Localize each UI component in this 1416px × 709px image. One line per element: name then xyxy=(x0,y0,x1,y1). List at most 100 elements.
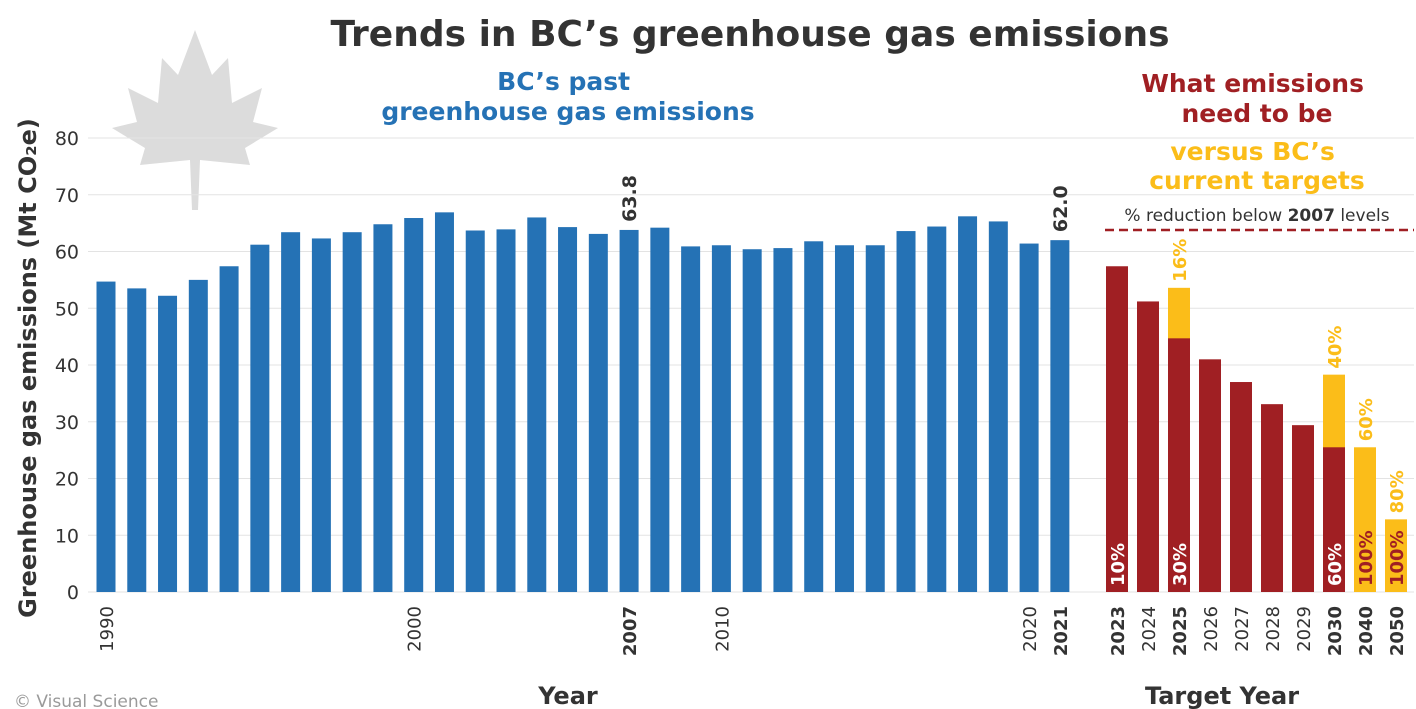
needed-bar-2025 xyxy=(1168,338,1190,592)
credit: © Visual Science xyxy=(14,692,158,709)
target-label-2025: 16% xyxy=(1170,239,1191,282)
target-x-tick-2023: 2023 xyxy=(1108,606,1129,656)
reduction-note-year: 2007 xyxy=(1288,206,1335,226)
x-axis-title-target: Target Year xyxy=(1145,682,1299,709)
y-tick-label: 70 xyxy=(55,185,79,207)
y-axis-ticks: 0 10 20 30 40 50 60 70 80 xyxy=(55,128,79,604)
bar-2020 xyxy=(1019,243,1039,592)
reduction-note-suffix: levels xyxy=(1335,206,1390,226)
needed-label-2025: 30% xyxy=(1170,543,1191,586)
target-bar-2050 xyxy=(1385,519,1407,592)
reduction-note: % reduction below 2007 levels xyxy=(1124,206,1389,226)
target-x-tick-2030: 2030 xyxy=(1325,606,1346,656)
bar-2015 xyxy=(865,245,885,592)
bar-2001 xyxy=(434,212,454,592)
bar-2012 xyxy=(773,248,793,592)
bar-2002 xyxy=(465,230,485,592)
bar-2018 xyxy=(958,216,978,592)
y-tick-label: 50 xyxy=(55,298,79,320)
x-tick-label-2000: 2000 xyxy=(405,606,426,652)
target-label-2040: 60% xyxy=(1356,398,1377,441)
subtitle-need-line-2: need to be xyxy=(1182,99,1333,128)
bar-2017 xyxy=(927,226,947,592)
bar-2003 xyxy=(496,229,516,592)
needed-bar-2024 xyxy=(1137,301,1159,592)
bar-1993 xyxy=(188,279,208,592)
needed-bar-2028 xyxy=(1261,404,1283,592)
y-tick-label: 80 xyxy=(55,128,79,150)
bar-2009 xyxy=(681,246,701,592)
x-tick-label-2007: 2007 xyxy=(620,606,641,656)
target-label-2030: 40% xyxy=(1325,326,1346,369)
needed-bar-2027 xyxy=(1230,382,1252,592)
needed-label-2040: 100% xyxy=(1356,530,1377,586)
bar-2000 xyxy=(404,218,424,592)
needed-bar-2023 xyxy=(1106,266,1128,592)
target-x-tick-2029: 2029 xyxy=(1294,606,1315,652)
subtitle-past-line-2: greenhouse gas emissions xyxy=(381,97,754,126)
needed-label-2050: 100% xyxy=(1387,530,1408,586)
bar-labels: 63.8 62.0 10% 30% 16% 60% 40% 100% 60% 100% 80% xyxy=(619,175,1408,586)
y-tick-label: 0 xyxy=(67,582,79,604)
x-axis-ticks: 1990 2000 2007 2010 2020 2021 2023 2024 2025 2026… xyxy=(97,606,1408,656)
bar-2019 xyxy=(988,221,1008,593)
bar-2016 xyxy=(896,231,916,592)
y-tick-label: 10 xyxy=(55,525,79,547)
subtitle-targets-line-2: current targets xyxy=(1149,166,1365,195)
past-bars xyxy=(96,212,1070,593)
bar-2014 xyxy=(834,245,854,592)
target-label-2050: 80% xyxy=(1387,470,1408,513)
bar-2006 xyxy=(588,233,608,592)
subtitle-past-line-1: BC’s past xyxy=(497,67,630,96)
value-label-2021: 62.0 xyxy=(1050,185,1072,232)
bar-1999 xyxy=(373,224,393,592)
chart-title: Trends in BC’s greenhouse gas emissions xyxy=(330,14,1169,55)
bar-2021 xyxy=(1050,240,1070,592)
subtitle-need-line-1: What emissions xyxy=(1141,69,1364,98)
bar-1994 xyxy=(219,266,239,592)
target-bar-2040 xyxy=(1354,447,1376,592)
target-bars xyxy=(1106,266,1407,592)
x-tick-label-2010: 2010 xyxy=(712,606,733,652)
bar-2008 xyxy=(650,227,670,593)
needed-bar-2026 xyxy=(1199,359,1221,592)
bar-2010 xyxy=(711,245,731,592)
maple-leaf-icon xyxy=(112,30,278,210)
bar-1992 xyxy=(158,295,178,592)
bar-1995 xyxy=(250,244,270,592)
x-tick-label-2020: 2020 xyxy=(1020,606,1041,652)
target-x-tick-2025: 2025 xyxy=(1170,606,1191,656)
subtitle-need: What emissions need to be xyxy=(1141,69,1372,128)
subtitle-past: BC’s past greenhouse gas emissions xyxy=(381,67,754,126)
x-tick-label-1990: 1990 xyxy=(97,606,118,652)
needed-label-2023: 10% xyxy=(1108,543,1129,586)
target-x-tick-2027: 2027 xyxy=(1232,606,1253,652)
needed-bar-2030 xyxy=(1323,447,1345,592)
target-x-tick-2050: 2050 xyxy=(1387,606,1408,656)
needed-label-2030: 60% xyxy=(1325,543,1346,586)
bar-1991 xyxy=(127,288,147,592)
y-tick-label: 20 xyxy=(55,469,79,491)
y-tick-label: 60 xyxy=(55,242,79,264)
target-x-tick-2024: 2024 xyxy=(1139,606,1160,652)
reduction-note-prefix: % reduction below xyxy=(1124,206,1287,226)
bar-2013 xyxy=(804,241,824,592)
y-axis-title: Greenhouse gas emissions (Mt CO₂e) xyxy=(14,118,42,618)
bar-2005 xyxy=(558,227,578,592)
bar-1997 xyxy=(311,238,331,592)
value-label-2007: 63.8 xyxy=(619,175,641,222)
x-axis-title-past: Year xyxy=(537,682,598,709)
y-tick-label: 30 xyxy=(55,412,79,434)
target-x-tick-2026: 2026 xyxy=(1201,606,1222,652)
bar-1996 xyxy=(281,232,301,592)
subtitle-targets-line-1: versus BC’s xyxy=(1170,137,1335,166)
x-tick-label-2021: 2021 xyxy=(1051,606,1072,656)
bar-2007 xyxy=(619,229,639,592)
bar-1990 xyxy=(96,281,116,592)
bar-2011 xyxy=(742,249,762,593)
bar-2004 xyxy=(527,217,547,592)
y-tick-label: 40 xyxy=(55,355,79,377)
target-x-tick-2028: 2028 xyxy=(1263,606,1284,652)
target-x-tick-2040: 2040 xyxy=(1356,606,1377,656)
